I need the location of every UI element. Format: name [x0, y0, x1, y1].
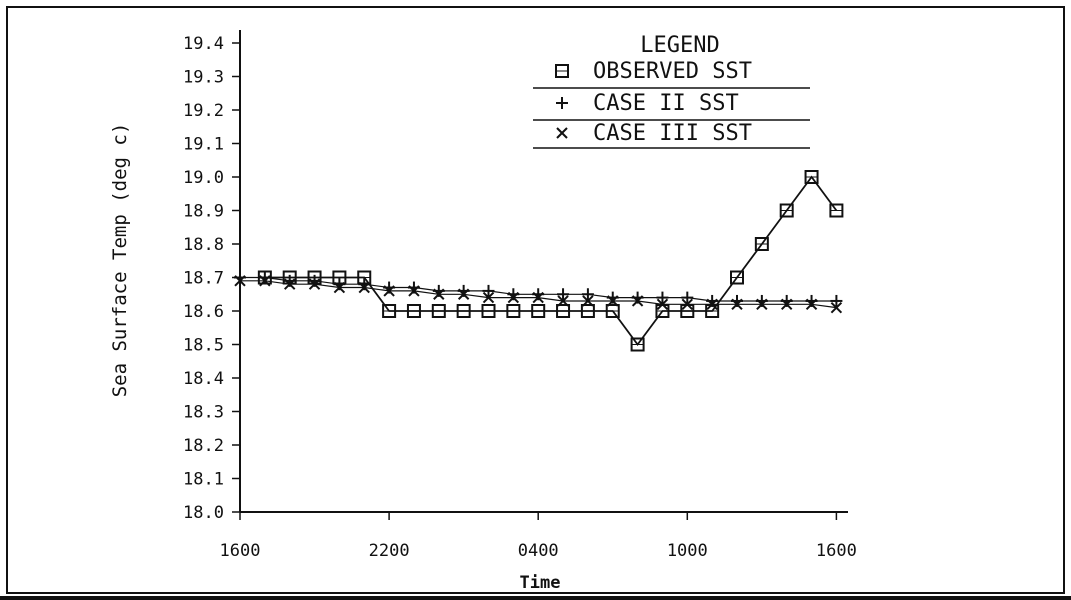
- case-ii-sst-point: [656, 292, 668, 304]
- axes: [240, 30, 848, 512]
- observed-sst-line: [265, 177, 837, 345]
- y-tick-label: 18.5: [183, 336, 224, 356]
- observed-sst-point: [656, 305, 668, 317]
- observed-sst-point: [408, 305, 420, 317]
- legend-entry-label: CASE II SST: [593, 91, 739, 116]
- observed-sst-point: [532, 305, 544, 317]
- x-tick-label: 0400: [518, 541, 559, 561]
- x-tick-label: 1600: [816, 541, 857, 561]
- case-ii-sst-point: [830, 295, 842, 307]
- legend-title: LEGEND: [640, 33, 719, 58]
- case-ii-sst-point: [556, 97, 568, 109]
- y-axis-ticks: 18.0 18.1 18.2 18.3 18.4 18.5 18.6 18.7 18.8 18.9…: [183, 34, 240, 523]
- y-tick-label: 19.2: [183, 101, 224, 121]
- y-tick-label: 19.3: [183, 68, 224, 88]
- observed-sst-point: [433, 305, 445, 317]
- x-tick-label: 1000: [667, 541, 708, 561]
- y-tick-label: 18.4: [183, 369, 224, 389]
- case-ii-sst-point: [681, 292, 693, 304]
- y-tick-label: 18.2: [183, 436, 224, 456]
- observed-sst-point: [458, 305, 470, 317]
- observed-sst-point: [681, 305, 693, 317]
- y-tick-label: 18.9: [183, 202, 224, 222]
- observed-sst-point: [507, 305, 519, 317]
- y-tick-label: 18.1: [183, 470, 224, 490]
- observed-sst-point: [556, 65, 568, 77]
- case-ii-sst-point: [582, 288, 594, 300]
- y-tick-label: 18.0: [183, 503, 224, 523]
- x-tick-label: 1600: [220, 541, 261, 561]
- case-ii-sst-point: [483, 285, 495, 297]
- observed-sst-point: [483, 305, 495, 317]
- y-tick-label: 18.7: [183, 269, 224, 289]
- legend-entry-label: OBSERVED SST: [593, 59, 752, 84]
- y-tick-label: 19.0: [183, 168, 224, 188]
- observed-sst-point: [557, 305, 569, 317]
- x-tick-label: 2200: [369, 541, 410, 561]
- y-tick-label: 18.8: [183, 235, 224, 255]
- case-iii-sst-point: [557, 128, 567, 138]
- series-markers: [234, 171, 842, 351]
- legend-entry-label: CASE III SST: [593, 121, 752, 146]
- y-tick-label: 18.6: [183, 302, 224, 322]
- case-ii-sst-point: [557, 288, 569, 300]
- y-axis-label: Sea Surface Temp (deg c): [109, 123, 131, 398]
- x-axis-label: Time: [520, 573, 561, 593]
- y-tick-label: 18.3: [183, 403, 224, 423]
- x-axis-ticks: 1600 2200 0400 1000 1600: [220, 512, 857, 561]
- observed-sst-point: [582, 305, 594, 317]
- y-tick-label: 19.1: [183, 135, 224, 155]
- series-lines: [240, 177, 836, 345]
- y-tick-label: 19.4: [183, 34, 224, 54]
